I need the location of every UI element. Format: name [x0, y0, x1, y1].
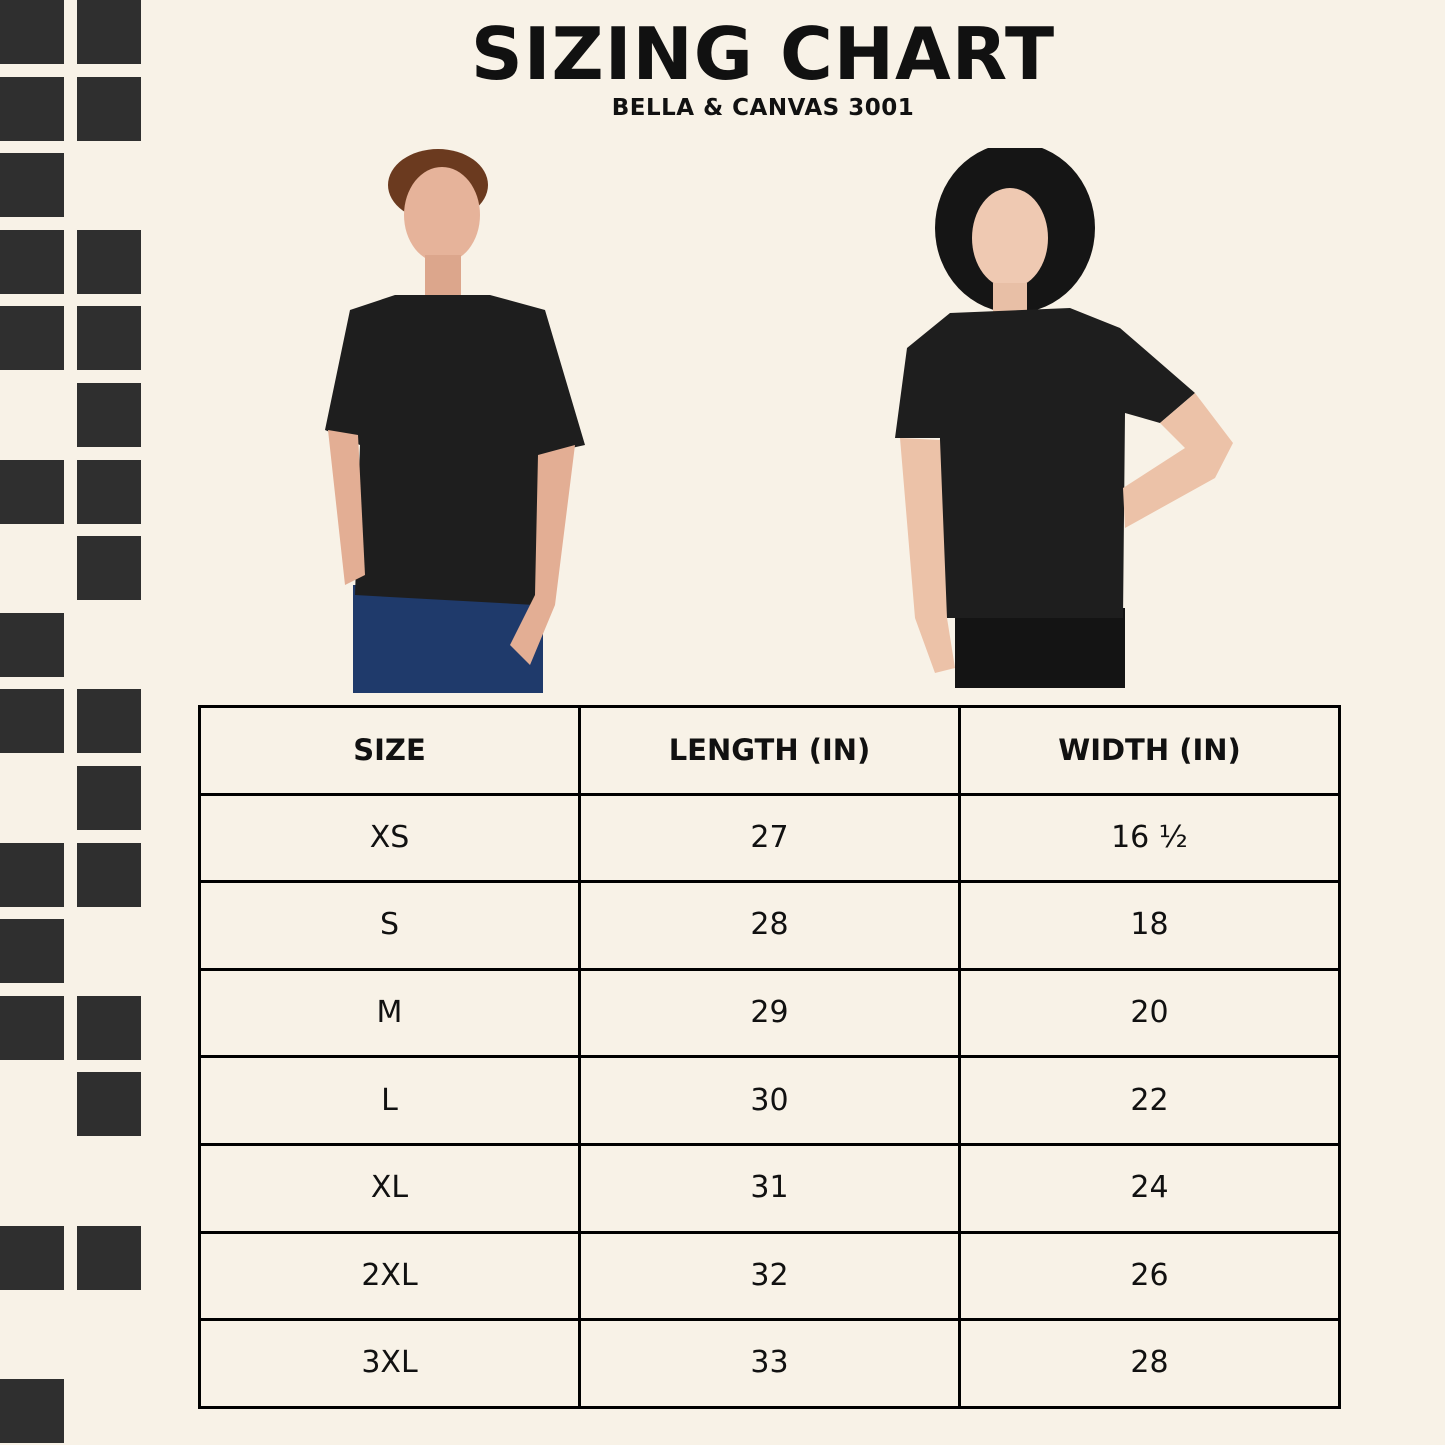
decorative-square: [0, 153, 64, 217]
decorative-square: [77, 460, 141, 524]
cell-size: S: [198, 880, 581, 971]
page-subtitle: BELLA & CANVAS 3001: [611, 95, 915, 121]
decorative-square: [77, 383, 141, 447]
cell-width: 20: [958, 967, 1341, 1059]
photo-man-in-tshirt: [325, 149, 585, 693]
sizing-table: SIZE LENGTH (IN) WIDTH (IN) XS 27 16 ½ S 28 1…: [198, 705, 1341, 1409]
table-header-row: SIZE LENGTH (IN) WIDTH (IN): [198, 705, 1341, 796]
decorative-square: [0, 689, 64, 753]
decorative-square: [77, 689, 141, 753]
cell-size: XS: [198, 792, 581, 884]
cell-width: 26: [958, 1230, 1341, 1322]
decorative-square: [0, 230, 64, 294]
table-row: 2XL 32 26: [198, 1230, 1341, 1322]
decorative-square: [77, 536, 141, 600]
header-length: LENGTH (IN): [578, 705, 961, 796]
cell-length: 29: [578, 967, 961, 1059]
page-title: SIZING CHART: [470, 12, 1056, 96]
table-row: L 30 22: [198, 1055, 1341, 1146]
decorative-square: [77, 230, 141, 294]
cell-length: 30: [578, 1055, 961, 1146]
table-row: S 28 18: [198, 880, 1341, 971]
cell-length: 33: [578, 1318, 961, 1409]
cell-length: 31: [578, 1142, 961, 1234]
table-row: 3XL 33 28: [198, 1318, 1341, 1409]
decorative-square: [77, 1072, 141, 1136]
cell-length: 27: [578, 792, 961, 884]
photo-woman-in-tshirt: [895, 148, 1233, 688]
decorative-square: [77, 306, 141, 370]
header-size: SIZE: [198, 705, 581, 796]
decorative-square: [0, 1226, 64, 1290]
cell-size: M: [198, 967, 581, 1059]
cell-width: 28: [958, 1318, 1341, 1409]
table-row: XL 31 24: [198, 1142, 1341, 1234]
decorative-square: [77, 1226, 141, 1290]
decorative-square: [77, 77, 141, 141]
decorative-square: [0, 0, 64, 64]
decorative-square: [0, 77, 64, 141]
decorative-square: [0, 996, 64, 1060]
decorative-square: [77, 0, 141, 64]
cell-length: 28: [578, 880, 961, 971]
table-row: XS 27 16 ½: [198, 792, 1341, 884]
cell-width: 18: [958, 880, 1341, 971]
decorative-square: [77, 766, 141, 830]
cell-width: 16 ½: [958, 792, 1341, 884]
decorative-square: [0, 460, 64, 524]
decorative-square: [0, 613, 64, 677]
cell-width: 24: [958, 1142, 1341, 1234]
header-width: WIDTH (IN): [958, 705, 1341, 796]
cell-width: 22: [958, 1055, 1341, 1146]
table-row: M 29 20: [198, 967, 1341, 1059]
cell-size: L: [198, 1055, 581, 1146]
cell-size: XL: [198, 1142, 581, 1234]
cell-size: 3XL: [198, 1318, 581, 1409]
cell-size: 2XL: [198, 1230, 581, 1322]
cell-length: 32: [578, 1230, 961, 1322]
decorative-square: [77, 843, 141, 907]
decorative-square: [77, 996, 141, 1060]
decorative-square: [0, 919, 64, 983]
decorative-square: [0, 843, 64, 907]
decorative-square: [0, 1379, 64, 1443]
decorative-square: [0, 306, 64, 370]
